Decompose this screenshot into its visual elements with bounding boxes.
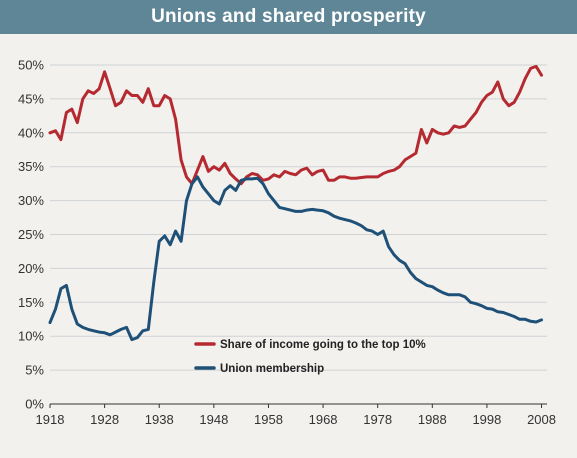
line-chart: 0% 5% 10% 15% 20% 25% 30% 35% 40% 45% 50% 1918 1928… (18, 58, 556, 428)
y-tick-label: 0% (25, 397, 44, 412)
legend-label: Share of income going to the top 10% (220, 339, 426, 351)
series-lines (48, 64, 543, 342)
x-tick-label: 1988 (418, 412, 447, 427)
x-tick-label: 2008 (527, 412, 556, 427)
legend: Share of income going to the top 10% Unio… (194, 339, 426, 375)
y-tick-label: 25% (18, 227, 44, 242)
x-tick-label: 1928 (90, 412, 119, 427)
y-tick-label: 40% (18, 125, 44, 140)
y-tick-label: 45% (18, 91, 44, 106)
y-tick-label: 5% (25, 363, 44, 378)
grid-lines (50, 64, 547, 371)
x-tick-label: 1948 (199, 412, 228, 427)
y-tick-label: 30% (18, 193, 44, 208)
x-tick-label: 1998 (472, 412, 501, 427)
x-axis-ticks: 1918 1928 1938 1948 1958 1968 1978 1988 1998 2008 (36, 404, 556, 427)
y-tick-label: 20% (18, 261, 44, 276)
y-tick-label: 10% (18, 329, 44, 344)
legend-label: Union membership (220, 363, 324, 375)
y-tick-label: 50% (18, 58, 44, 73)
chart-title: Unions and shared prosperity (0, 0, 577, 34)
x-tick-label: 1918 (36, 412, 65, 427)
y-axis-ticks: 0% 5% 10% 15% 20% 25% 30% 35% 40% 45% 50% (18, 58, 44, 412)
y-tick-label: 35% (18, 159, 44, 174)
union-membership-line (48, 175, 543, 342)
x-tick-label: 1968 (309, 412, 338, 427)
x-tick-label: 1978 (363, 412, 392, 427)
y-tick-label: 15% (18, 295, 44, 310)
x-tick-label: 1938 (145, 412, 174, 427)
top10-income-share-line (48, 64, 543, 186)
x-tick-label: 1958 (254, 412, 283, 427)
